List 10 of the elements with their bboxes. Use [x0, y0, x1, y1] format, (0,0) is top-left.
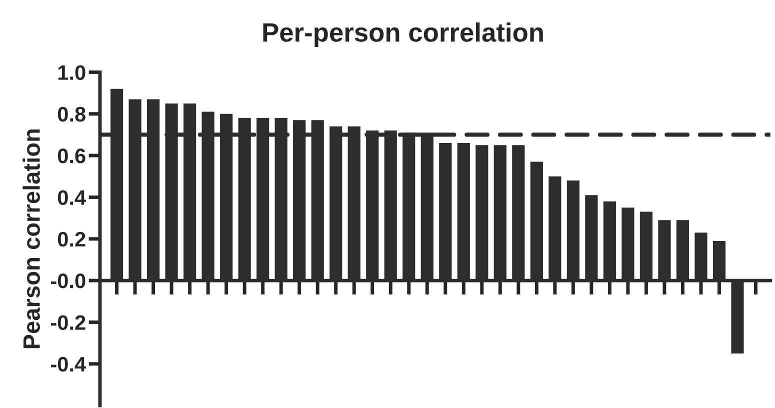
y-tick-label: 0.6: [58, 148, 86, 164]
chart-title: Per-person correlation: [263, 22, 543, 48]
y-tick-label: -0.0: [51, 274, 86, 288]
y-tick-label: 1.0: [58, 65, 86, 80]
y-tick-label: 0.8: [58, 106, 86, 122]
y-tick-label: -0.2: [51, 315, 86, 330]
y-tick-label: 0.4: [58, 190, 86, 205]
y-tick-label: -0.4: [51, 356, 86, 372]
y-axis-title: Pearson correlation: [22, 129, 40, 348]
y-tick-label: 0.2: [58, 232, 86, 247]
